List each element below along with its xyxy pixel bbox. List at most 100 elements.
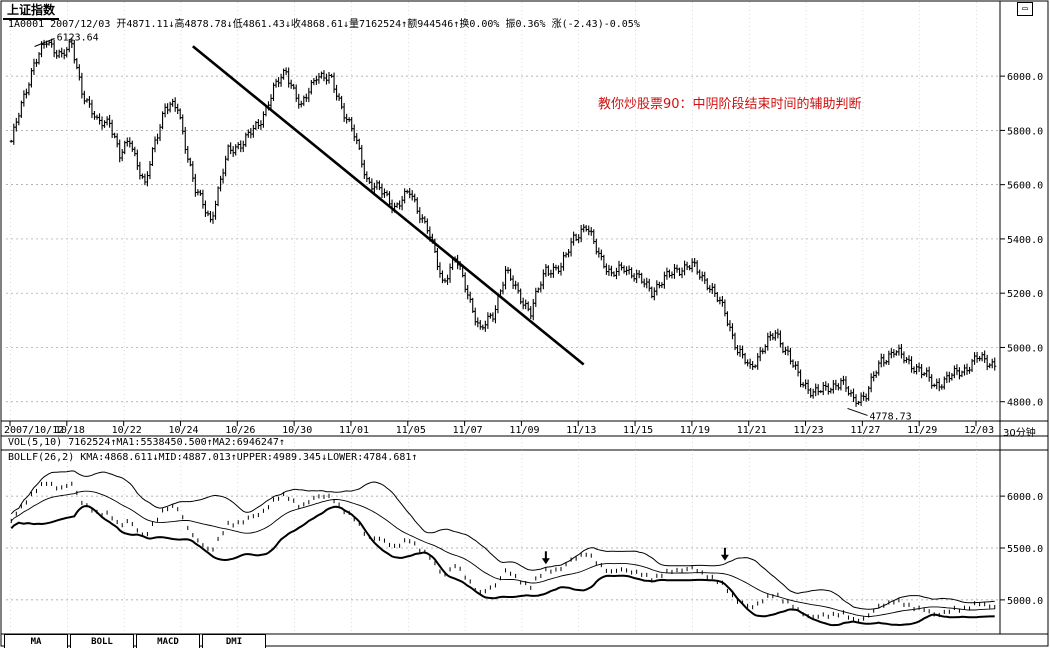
ohlc-bar [135, 149, 139, 170]
ohlc-bar [22, 90, 26, 107]
ohlc-bar [251, 124, 255, 138]
ohlc-bar [834, 379, 838, 390]
ohlc-bar [501, 281, 505, 295]
ohlc-bar [930, 374, 934, 389]
ohlc-bar [859, 392, 863, 407]
ohlc-bar [851, 388, 856, 403]
ohlc-bar [698, 269, 702, 280]
ohlc-bar [962, 364, 967, 376]
ohlc-bar [148, 161, 152, 180]
ohlc-bar [776, 328, 780, 339]
ohlc-bar [261, 111, 266, 128]
ohlc-bar [133, 146, 137, 157]
x-tick-label: 10/18 [55, 425, 85, 436]
ohlc-bar [425, 218, 429, 234]
high-label: 6123.64 [57, 32, 99, 43]
ohlc-bar [27, 82, 31, 96]
ohlc-bar [579, 224, 583, 243]
ohlc-bar [768, 331, 772, 341]
ohlc-bar [965, 363, 969, 375]
ohlc-bar [367, 176, 371, 184]
ohlc-bar [607, 264, 611, 276]
ohlc-bar [193, 173, 197, 197]
ohlc-bar [829, 387, 833, 394]
ohlc-bar [110, 119, 114, 138]
ohlc-bar [730, 323, 735, 340]
ohlc-bar [536, 287, 540, 293]
ohlc-bar [55, 49, 59, 59]
ohlc-bar [105, 116, 109, 126]
ohlc-bar [143, 173, 147, 186]
ohlc-bar [118, 139, 122, 163]
ohlc-bar [297, 93, 301, 109]
ohlc-bar [667, 269, 672, 278]
ohlc-bar [327, 72, 331, 84]
ohlc-bar [889, 348, 893, 359]
ohlc-bar [975, 351, 979, 363]
ohlc-bar [319, 71, 324, 79]
ohlc-bar [652, 287, 656, 301]
ohlc-bar [806, 379, 810, 395]
ohlc-bar [413, 193, 417, 203]
ohlc-bar [221, 168, 225, 184]
ohlc-bar [685, 261, 689, 271]
boll-lower-band [10, 504, 995, 627]
ohlc-bar [198, 189, 202, 196]
x-tick-label: 11/07 [453, 425, 483, 436]
x-tick-label: 11/01 [339, 425, 369, 436]
ohlc-bar [897, 344, 901, 356]
ohlc-bar [561, 251, 566, 271]
x-tick-label: 11/15 [623, 425, 653, 436]
ohlc-bar [541, 269, 545, 290]
ohlc-bar [665, 267, 669, 280]
ohlc-bar [544, 263, 548, 277]
ohlc-bar [645, 277, 649, 289]
tab-macd[interactable]: MACD [136, 634, 200, 648]
ohlc-bar [566, 249, 571, 258]
ohlc-bar [466, 284, 470, 300]
ohlc-bar [826, 383, 830, 395]
ohlc-bar [130, 140, 134, 152]
ohlc-bar [763, 344, 767, 354]
ohlc-bar [516, 282, 520, 294]
ohlc-bar [773, 330, 777, 341]
tab-dmi[interactable]: DMI [202, 634, 266, 648]
ohlc-bar [440, 270, 445, 284]
ohlc-bar [599, 249, 603, 261]
ohlc-bar [403, 188, 407, 204]
ohlc-bar [493, 305, 498, 324]
ohlc-bar [395, 202, 399, 208]
period-label[interactable]: 30分钟 [1003, 428, 1036, 439]
ohlc-bar [839, 378, 843, 391]
ohlc-bar [382, 188, 387, 198]
ohlc-bar [85, 98, 89, 103]
ohlc-bar [108, 114, 112, 128]
ohlc-bar [259, 120, 263, 130]
low-leader [847, 407, 868, 416]
tab-ma[interactable]: MA [4, 634, 68, 648]
ohlc-bar [125, 137, 129, 147]
ohlc-bar [150, 147, 155, 166]
ohlc-bar [551, 263, 556, 278]
maximize-icon[interactable]: ▭ [1017, 2, 1033, 16]
ohlc-bar [597, 247, 601, 258]
ohlc-bar [102, 120, 107, 128]
ohlc-bar [377, 180, 382, 191]
ohlc-bar [115, 133, 119, 148]
ohlc-bar [609, 265, 614, 277]
ohlc-bar [604, 263, 608, 275]
ohlc-bar [97, 113, 102, 125]
indicator-tabs: MA BOLL MACD DMI [4, 634, 268, 648]
ohlc-bar [756, 353, 760, 370]
ohlc-bar [160, 111, 165, 130]
ohlc-bar [844, 376, 848, 392]
ohlc-bar [771, 332, 775, 341]
ohlc-bar [352, 124, 356, 142]
ohlc-bar [218, 175, 223, 192]
x-tick-label: 10/26 [225, 425, 255, 436]
ohlc-bar [236, 142, 240, 150]
tab-boll[interactable]: BOLL [70, 634, 134, 648]
ohlc-bar [226, 144, 230, 161]
ohlc-bar [350, 116, 354, 132]
ohlc-bar [171, 98, 175, 107]
